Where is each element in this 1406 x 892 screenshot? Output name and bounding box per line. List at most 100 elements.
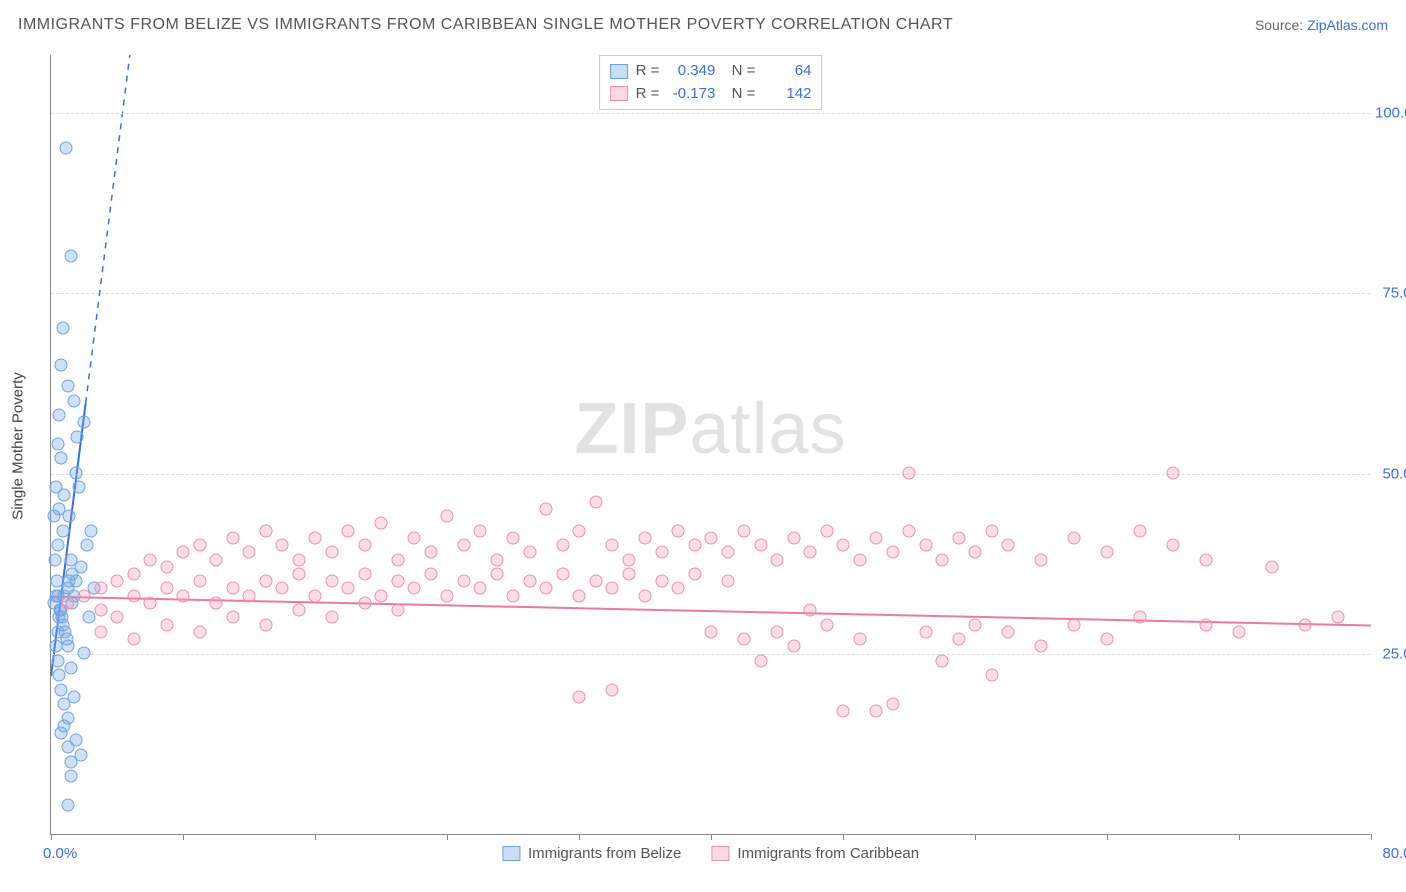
data-point (82, 611, 95, 624)
data-point (408, 582, 421, 595)
data-point (490, 568, 503, 581)
data-point (358, 539, 371, 552)
data-point (69, 734, 82, 747)
data-point (53, 409, 66, 422)
source-link[interactable]: ZipAtlas.com (1307, 17, 1388, 33)
data-point (606, 683, 619, 696)
data-point (1200, 553, 1213, 566)
data-point (127, 568, 140, 581)
x-tick (315, 834, 316, 840)
data-point (688, 539, 701, 552)
data-point (1332, 611, 1345, 624)
data-point (210, 553, 223, 566)
data-point (903, 524, 916, 537)
data-point (1167, 466, 1180, 479)
data-point (73, 481, 86, 494)
data-point (1167, 539, 1180, 552)
y-tick-label: 25.0% (1375, 646, 1406, 663)
y-tick-label: 50.0% (1375, 465, 1406, 482)
data-point (325, 575, 338, 588)
legend-label-caribbean: Immigrants from Caribbean (737, 845, 919, 862)
data-point (325, 546, 338, 559)
data-point (292, 568, 305, 581)
x-tick (51, 834, 52, 840)
legend-label-belize: Immigrants from Belize (528, 845, 681, 862)
data-point (56, 524, 69, 537)
data-point (886, 698, 899, 711)
data-point (78, 416, 91, 429)
data-point (903, 466, 916, 479)
x-tick (183, 834, 184, 840)
data-point (59, 141, 72, 154)
chart-title: IMMIGRANTS FROM BELIZE VS IMMIGRANTS FRO… (18, 16, 953, 34)
n-value-caribbean: 142 (763, 83, 811, 106)
data-point (309, 531, 322, 544)
data-point (61, 596, 74, 609)
data-point (523, 575, 536, 588)
data-point (48, 510, 61, 523)
data-point (721, 575, 734, 588)
x-axis-max-label: 80.0% (1382, 845, 1406, 862)
data-point (81, 539, 94, 552)
data-point (375, 589, 388, 602)
legend-swatch-caribbean-icon (711, 846, 729, 861)
data-point (804, 546, 817, 559)
data-point (160, 618, 173, 631)
data-point (51, 654, 64, 667)
data-point (64, 770, 77, 783)
data-point (573, 589, 586, 602)
data-point (276, 539, 289, 552)
data-point (589, 495, 602, 508)
data-point (556, 539, 569, 552)
data-point (540, 503, 553, 516)
data-point (276, 582, 289, 595)
data-point (936, 654, 949, 667)
data-point (1266, 560, 1279, 573)
data-point (787, 640, 800, 653)
stats-legend-box: R =0.349 N =64 R =-0.173 N =142 (599, 55, 823, 110)
data-point (655, 546, 668, 559)
x-tick (975, 834, 976, 840)
data-point (886, 546, 899, 559)
data-point (94, 625, 107, 638)
data-point (56, 322, 69, 335)
data-point (408, 531, 421, 544)
data-point (78, 647, 91, 660)
data-point (1002, 625, 1015, 638)
x-tick (579, 834, 580, 840)
r-value-belize: 0.349 (667, 60, 715, 83)
data-point (94, 604, 107, 617)
data-point (64, 250, 77, 263)
data-point (754, 539, 767, 552)
data-point (1068, 531, 1081, 544)
data-point (622, 553, 635, 566)
data-point (226, 582, 239, 595)
data-point (655, 575, 668, 588)
x-tick (1239, 834, 1240, 840)
data-point (69, 466, 82, 479)
data-point (51, 438, 64, 451)
watermark: ZIPatlas (574, 388, 846, 470)
data-point (160, 582, 173, 595)
data-point (325, 611, 338, 624)
swatch-caribbean-icon (610, 86, 628, 101)
data-point (688, 568, 701, 581)
data-point (210, 596, 223, 609)
data-point (51, 539, 64, 552)
data-point (820, 524, 833, 537)
data-point (49, 553, 62, 566)
data-point (804, 604, 817, 617)
x-tick (711, 834, 712, 840)
data-point (259, 524, 272, 537)
stats-row-belize: R =0.349 N =64 (610, 60, 812, 83)
data-point (573, 524, 586, 537)
data-point (952, 633, 965, 646)
data-point (62, 640, 75, 653)
data-point (375, 517, 388, 530)
data-point (1134, 611, 1147, 624)
data-point (193, 575, 206, 588)
data-point (969, 546, 982, 559)
data-point (870, 531, 883, 544)
data-point (358, 596, 371, 609)
data-point (919, 539, 932, 552)
